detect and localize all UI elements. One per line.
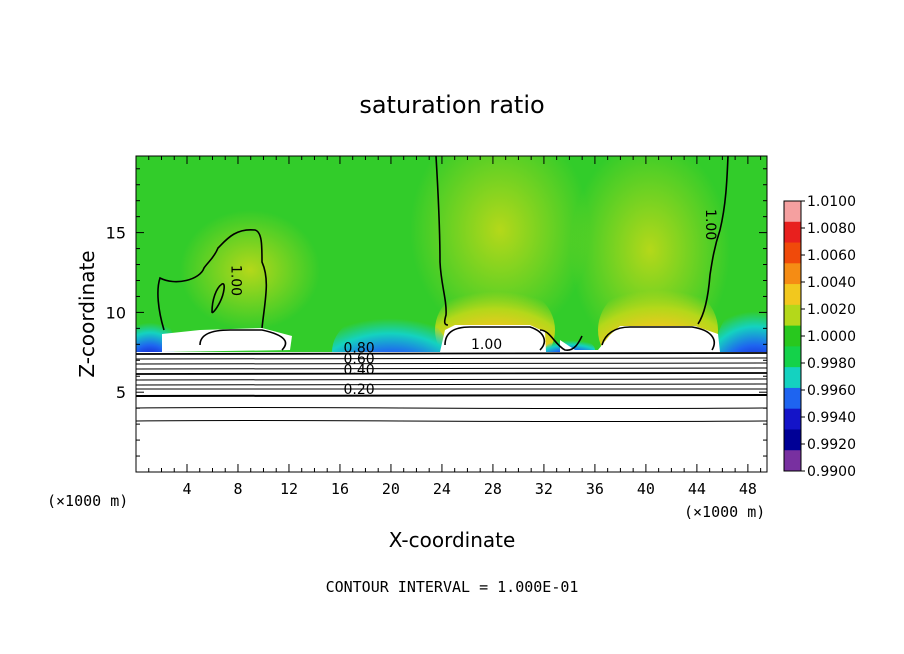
x-tick-label: 24 [433, 480, 451, 498]
chart-title: saturation ratio [359, 91, 544, 119]
x-unit-label-right: (×1000 m) [684, 503, 765, 521]
white-block [440, 325, 546, 352]
colorbar-swatch [784, 346, 801, 368]
contour-line [136, 352, 767, 355]
colorbar-swatch [784, 242, 801, 264]
contour-line [136, 383, 767, 386]
contour-line [136, 406, 767, 410]
x-tick-label: 48 [739, 480, 757, 498]
x-tick-label: 40 [637, 480, 655, 498]
colorbar-label: 1.0060 [807, 248, 856, 264]
contour-line [211, 283, 225, 314]
contour-line [444, 326, 546, 351]
colorbar-swatch [784, 263, 801, 285]
contour-line [136, 394, 767, 397]
contour-line [136, 367, 767, 370]
contour-lines-1 [157, 156, 729, 351]
contour-label: 0.40 [343, 363, 374, 379]
contour-label: 1.00 [228, 265, 244, 296]
colorbar-swatch [784, 201, 801, 223]
contour-lines-lower [136, 352, 767, 423]
colorbar-swatch [784, 221, 801, 244]
contour-line [136, 372, 767, 375]
contour-line [136, 378, 767, 381]
colorbar-label: 1.0020 [807, 302, 856, 318]
contour-label: 1.00 [471, 337, 502, 353]
colorbar-label: 1.0040 [807, 275, 856, 291]
colorbar-swatch [784, 367, 801, 389]
contour-line [601, 326, 716, 351]
colorbar-label: 1.0100 [807, 194, 856, 210]
white-block [560, 326, 720, 352]
contour-line [136, 357, 767, 360]
y-tick-label: 15 [106, 224, 126, 243]
colorbar-label: 0.9980 [807, 356, 856, 372]
lower-white-region [136, 352, 767, 472]
colorbar-label: 1.0000 [807, 329, 856, 345]
colorbar-swatch [784, 429, 801, 451]
contour-line [157, 229, 268, 331]
field-patch [410, 156, 590, 340]
colorbar-label: 0.9940 [807, 410, 856, 426]
plot-area: 1.00 1.00 1.00 0.800.600.40 0.20 [136, 156, 767, 472]
y-axis-label: Z-coordinate [75, 250, 99, 377]
contour-line [199, 329, 287, 351]
plot-frame [135, 155, 768, 473]
contour-line [136, 388, 767, 390]
white-block [162, 328, 292, 352]
colorbar-swatch [784, 408, 801, 430]
x-tick-label: 16 [331, 480, 349, 498]
contour-line [136, 362, 767, 365]
colorbar-swatch [784, 304, 801, 327]
field-patch [180, 210, 320, 330]
contour-label: 0.80 [343, 340, 374, 356]
colorbar: 1.0100 1.0080 1.0060 1.0040 1.0020 1.0000 0.99… [783, 194, 856, 480]
x-tick-label: 20 [382, 480, 400, 498]
x-tick-label: 12 [280, 480, 298, 498]
x-axis-ticks: 4 8 12 16 20 24 28 32 36 40 44 48 [148, 156, 762, 498]
colorbar-label: 0.9960 [807, 383, 856, 399]
contour-label: 0.20 [343, 382, 374, 398]
contour-label: 1.00 [702, 209, 718, 240]
x-tick-label: 44 [688, 480, 706, 498]
colorbar-swatch [784, 325, 801, 347]
contour-labels: 1.00 1.00 1.00 0.800.600.40 0.20 [228, 209, 718, 398]
x-tick-label: 4 [182, 480, 191, 498]
contour-line [539, 329, 583, 351]
x-axis-label: X-coordinate [389, 528, 516, 552]
y-axis-ticks: 5 10 15 [106, 168, 767, 457]
x-tick-label: 32 [535, 480, 553, 498]
colorbar-swatch [784, 284, 801, 306]
colorbar-swatch [784, 450, 801, 472]
contour-interval-footer: CONTOUR INTERVAL = 1.000E-01 [326, 578, 579, 596]
contour-line [435, 156, 449, 326]
contour-label: 0.60 [343, 351, 374, 367]
x-unit-label-left: (×1000 m) [47, 492, 128, 510]
x-tick-label: 28 [484, 480, 502, 498]
x-tick-label: 8 [233, 480, 242, 498]
colorbar-label: 0.9900 [807, 464, 856, 480]
y-tick-label: 5 [116, 383, 126, 402]
colorbar-swatch [784, 387, 801, 410]
y-tick-label: 10 [106, 303, 126, 322]
contour-line [697, 156, 729, 325]
colorbar-label: 0.9920 [807, 437, 856, 453]
colorbar-label: 1.0080 [807, 221, 856, 237]
contour-line [136, 419, 767, 423]
x-tick-label: 36 [586, 480, 604, 498]
